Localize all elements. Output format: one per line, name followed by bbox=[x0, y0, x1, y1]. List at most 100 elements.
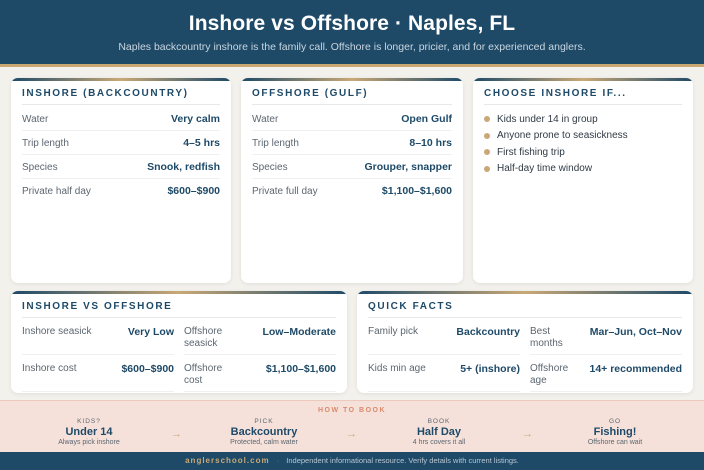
inshore-card: INSHORE (BACKCOUNTRY) Water Very calm Tri… bbox=[11, 78, 231, 283]
list-item-text: Kids under 14 in group bbox=[497, 113, 598, 125]
list-item-text: Anyone prone to seasickness bbox=[497, 130, 628, 142]
step-main: Half Day bbox=[416, 426, 462, 438]
grid-cell: Offshore seasick Low–Moderate bbox=[184, 318, 336, 355]
kv-value: 4–5 hrs bbox=[183, 137, 220, 149]
kv-value: Snook, redfish bbox=[147, 161, 220, 173]
step-kids: KIDS? Under 14 Always pick inshore bbox=[24, 418, 154, 446]
arrow-right-icon: → bbox=[522, 428, 533, 440]
kv-label: Water bbox=[22, 114, 49, 125]
offshore-card: OFFSHORE (GULF) Water Open Gulf Trip leng… bbox=[241, 78, 463, 283]
step-pre: PICK bbox=[254, 418, 274, 425]
step-pre: BOOK bbox=[427, 418, 451, 425]
kv-row: Species Snook, redfish bbox=[22, 155, 220, 179]
arrow-right-icon: → bbox=[171, 428, 182, 440]
grid-cell: Inshore cost $600–$900 bbox=[22, 355, 174, 392]
page-title: Inshore vs Offshore · Naples, FL bbox=[188, 12, 516, 35]
grid-cell: Kids min age 5+ (inshore) bbox=[368, 355, 520, 392]
step-main: Backcountry bbox=[230, 426, 298, 438]
cell-label: Offshore cost bbox=[184, 363, 223, 386]
step-sub: Offshore can wait bbox=[587, 439, 643, 446]
header-divider bbox=[0, 64, 704, 67]
kv-value: $600–$900 bbox=[167, 185, 220, 197]
kv-label: Private full day bbox=[252, 186, 318, 197]
cell-value: Very Low bbox=[127, 326, 174, 338]
step-pick: PICK Backcountry Protected, calm water bbox=[199, 418, 329, 446]
card-title: CHOOSE INSHORE IF... bbox=[484, 88, 682, 105]
kv-value: Grouper, snapper bbox=[364, 161, 452, 173]
comparison-grid: Inshore seasick Very Low Offshore seasick… bbox=[22, 318, 336, 392]
footer-brand-link[interactable]: anglerschool.com bbox=[185, 456, 270, 465]
footer-note: Independent informational resource. Veri… bbox=[286, 456, 519, 465]
list-item: First fishing trip bbox=[484, 144, 682, 161]
card-title: QUICK FACTS bbox=[368, 301, 682, 318]
booking-steps: KIDS? Under 14 Always pick inshore → PIC… bbox=[0, 418, 704, 452]
cell-value: $1,100–$1,600 bbox=[265, 363, 336, 375]
step-pre: GO bbox=[608, 418, 622, 425]
list-item: Anyone prone to seasickness bbox=[484, 128, 682, 145]
step-pre: KIDS? bbox=[77, 418, 101, 425]
cell-label: Offshore age bbox=[530, 363, 569, 386]
kv-value: $1,100–$1,600 bbox=[381, 185, 452, 197]
step-book: BOOK Half Day 4 hrs covers it all bbox=[374, 418, 504, 446]
card-title: INSHORE VS OFFSHORE bbox=[22, 301, 336, 318]
step-main: Under 14 bbox=[65, 426, 113, 438]
step-go: GO Fishing! Offshore can wait bbox=[550, 418, 680, 446]
page-subtitle: Naples backcountry inshore is the family… bbox=[118, 41, 586, 53]
page-footer: anglerschool.com · Independent informati… bbox=[0, 452, 704, 470]
step-main: Fishing! bbox=[593, 426, 637, 438]
page-header: Inshore vs Offshore · Naples, FL Naples … bbox=[0, 0, 704, 64]
kv-label: Trip length bbox=[22, 138, 69, 149]
kv-row: Water Very calm bbox=[22, 107, 220, 131]
list-item-text: First fishing trip bbox=[497, 146, 565, 158]
card-title: INSHORE (BACKCOUNTRY) bbox=[22, 88, 220, 105]
cell-value: 5+ (inshore) bbox=[460, 363, 520, 375]
kv-label: Water bbox=[252, 114, 279, 125]
kv-value: 8–10 hrs bbox=[409, 137, 452, 149]
cell-label: Kids min age bbox=[368, 363, 426, 374]
kv-row: Trip length 8–10 hrs bbox=[252, 131, 452, 155]
grid-cell: Offshore age 14+ recommended bbox=[530, 355, 682, 392]
grid-cell: Inshore seasick Very Low bbox=[22, 318, 174, 355]
card-title: OFFSHORE (GULF) bbox=[252, 88, 452, 105]
cell-label: Best months bbox=[530, 326, 563, 349]
kv-row: Water Open Gulf bbox=[252, 107, 452, 131]
kv-row: Trip length 4–5 hrs bbox=[22, 131, 220, 155]
cell-value: $600–$900 bbox=[121, 363, 174, 375]
footer-separator: · bbox=[276, 456, 280, 465]
step-sub: 4 hrs covers it all bbox=[412, 439, 466, 446]
bullet-dot-icon bbox=[484, 116, 490, 123]
kv-value: Very calm bbox=[170, 113, 220, 125]
cell-label: Inshore cost bbox=[22, 363, 77, 374]
bullet-dot-icon bbox=[484, 149, 490, 156]
kv-label: Species bbox=[22, 162, 58, 173]
kv-label: Private half day bbox=[22, 186, 91, 197]
quick-facts-card: QUICK FACTS Family pick Backcountry Best … bbox=[357, 291, 693, 393]
arrow-right-icon: → bbox=[346, 428, 357, 440]
cell-value: Backcountry bbox=[456, 326, 520, 338]
criteria-list: Kids under 14 in group Anyone prone to s… bbox=[484, 111, 682, 177]
kv-label: Trip length bbox=[252, 138, 299, 149]
kv-label: Species bbox=[252, 162, 288, 173]
kv-row: Species Grouper, snapper bbox=[252, 155, 452, 179]
step-sub: Protected, calm water bbox=[230, 439, 298, 446]
grid-cell: Family pick Backcountry bbox=[368, 318, 520, 355]
grid-cell: Offshore cost $1,100–$1,600 bbox=[184, 355, 336, 392]
step-sub: Always pick inshore bbox=[58, 439, 120, 446]
bullet-dot-icon bbox=[484, 165, 490, 172]
kv-row: Private full day $1,100–$1,600 bbox=[252, 179, 452, 202]
comparison-card: INSHORE VS OFFSHORE Inshore seasick Very … bbox=[11, 291, 347, 393]
cell-value: Low–Moderate bbox=[262, 326, 336, 338]
choose-inshore-card: CHOOSE INSHORE IF... Kids under 14 in gr… bbox=[473, 78, 693, 283]
grid-cell: Best months Mar–Jun, Oct–Nov bbox=[530, 318, 682, 355]
how-to-book-label: HOW TO BOOK bbox=[317, 407, 387, 414]
cell-value: Mar–Jun, Oct–Nov bbox=[589, 326, 682, 338]
kv-value: Open Gulf bbox=[401, 113, 452, 125]
facts-grid: Family pick Backcountry Best months Mar–Ju… bbox=[368, 318, 682, 392]
list-item: Kids under 14 in group bbox=[484, 111, 682, 128]
cell-label: Inshore seasick bbox=[22, 326, 92, 337]
cell-label: Family pick bbox=[368, 326, 419, 337]
how-to-book-band: HOW TO BOOK KIDS? Under 14 Always pick i… bbox=[0, 400, 704, 452]
list-item: Half-day time window bbox=[484, 161, 682, 178]
kv-row: Private half day $600–$900 bbox=[22, 179, 220, 202]
list-item-text: Half-day time window bbox=[497, 163, 593, 175]
